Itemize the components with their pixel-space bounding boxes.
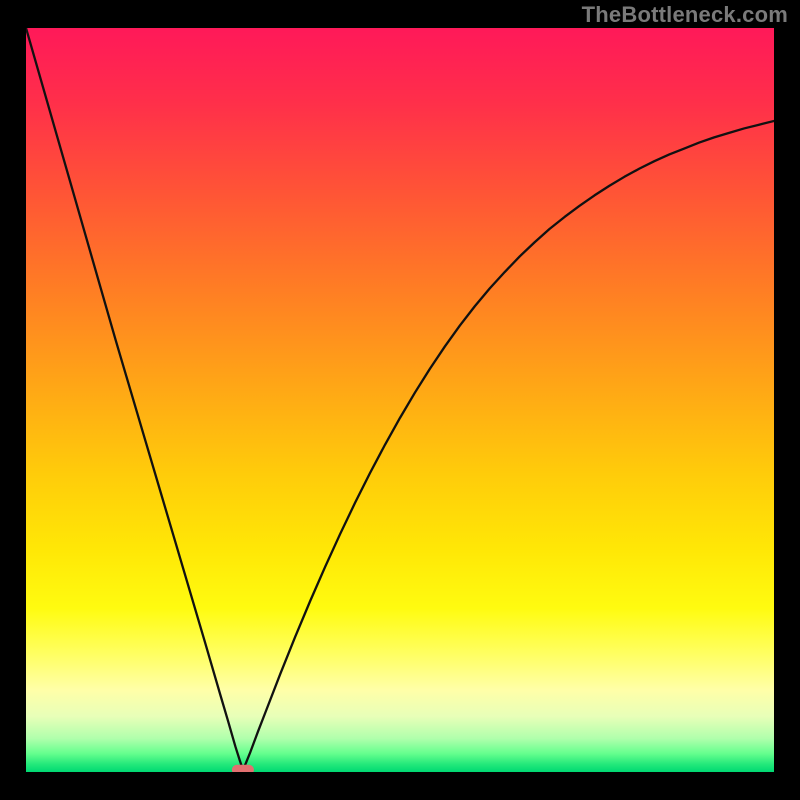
dip-marker	[232, 765, 254, 772]
watermark-text: TheBottleneck.com	[582, 2, 788, 28]
chart-container: TheBottleneck.com	[0, 0, 800, 800]
chart-background	[26, 28, 774, 772]
chart-plot	[26, 28, 774, 772]
